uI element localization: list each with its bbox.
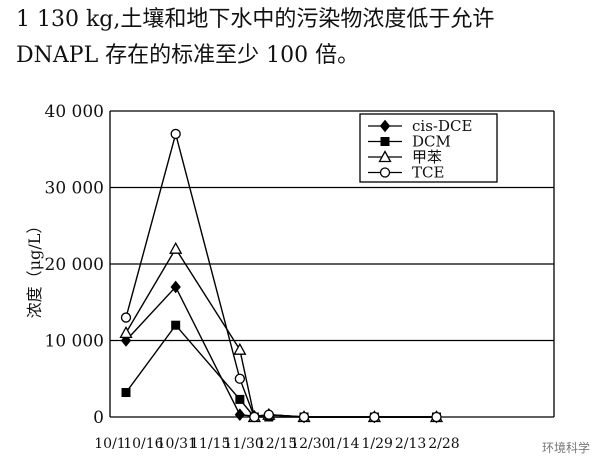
y-tick-label: 10 000 xyxy=(45,332,104,352)
intro-line-2: DNAPL 存在的标准至少 100 倍。 xyxy=(16,43,360,68)
data-point xyxy=(169,241,183,254)
x-tick-label: 12/30 xyxy=(290,436,330,452)
data-point xyxy=(121,388,131,398)
legend-label: DCM xyxy=(412,133,451,151)
data-point xyxy=(234,408,245,421)
data-point xyxy=(233,342,247,355)
x-tick-label: 10/31 xyxy=(157,436,197,452)
x-tick-label: 2/28 xyxy=(428,436,459,452)
data-point xyxy=(234,373,246,384)
data-point xyxy=(171,320,181,330)
x-tick-label: 1/14 xyxy=(328,436,360,452)
x-tick-label: 2/13 xyxy=(395,436,426,452)
y-tick-label: 30 000 xyxy=(45,179,104,199)
y-tick-label: 0 xyxy=(93,408,104,428)
x-tick-label: 10/16 xyxy=(123,436,163,452)
y-tick-label: 20 000 xyxy=(45,255,104,275)
legend-marker xyxy=(378,150,392,163)
series-line-3 xyxy=(125,131,437,418)
x-tick-label: 1/29 xyxy=(361,436,392,452)
x-tick-label: 10/1 xyxy=(94,436,125,452)
data-point xyxy=(298,411,310,423)
legend-label: 甲苯 xyxy=(412,148,442,166)
series-line-0 xyxy=(125,285,437,418)
data-point xyxy=(235,394,245,404)
data-point xyxy=(119,326,133,339)
legend-label: cis-DCE xyxy=(412,117,472,135)
legend-marker xyxy=(379,119,391,133)
legend-marker xyxy=(379,167,391,178)
data-point xyxy=(170,128,181,140)
x-tick-label: 12/15 xyxy=(257,436,297,452)
series-line-1 xyxy=(125,324,437,418)
data-point xyxy=(431,411,442,423)
data-point xyxy=(120,312,132,323)
legend-marker xyxy=(380,137,390,146)
intro-text: 1 130 kg,土壤和地下水中的污染物浓度低于允许 DNAPL 存在的标准至少… xyxy=(16,2,596,74)
x-tick-label: 11/15 xyxy=(190,436,230,452)
data-point xyxy=(369,411,380,423)
data-point xyxy=(170,280,181,294)
watermark: 环境科学 xyxy=(542,440,590,455)
intro-line-1: 1 130 kg,土壤和地下水中的污染物浓度低于允许 xyxy=(16,7,495,32)
series-line-2 xyxy=(125,247,437,418)
y-tick-label: 40 000 xyxy=(45,102,104,122)
x-tick-label: 11/30 xyxy=(223,436,263,452)
y-axis-label: 浓度（μg/L） xyxy=(25,218,44,319)
legend-label: TCE xyxy=(412,164,444,182)
data-point xyxy=(263,409,274,420)
data-point xyxy=(249,411,260,423)
